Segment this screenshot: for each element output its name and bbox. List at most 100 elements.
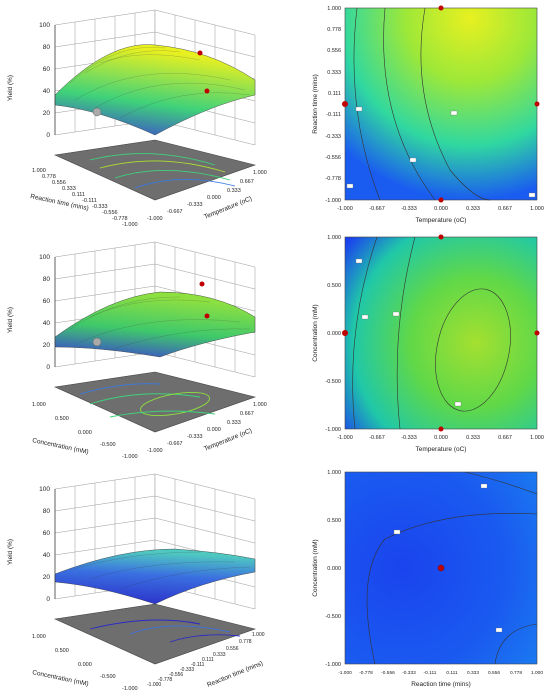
svg-text:-0.500: -0.500	[325, 614, 341, 620]
contour-plot-1: 1.000 0.778 0.556 0.333 0.111 -0.111 -0.…	[312, 5, 544, 224]
surface-2-design-point	[204, 313, 210, 319]
svg-text:0.000: 0.000	[327, 566, 341, 572]
contour-2-y-ticks: 1.000 0.500 0.000 -0.500 -1.000	[325, 235, 341, 433]
svg-text:0.333: 0.333	[227, 420, 241, 426]
svg-text:-0.500: -0.500	[100, 442, 116, 448]
svg-text:60: 60	[43, 530, 51, 537]
svg-text:-1.000: -1.000	[122, 222, 138, 228]
svg-text:0.000: 0.000	[434, 206, 448, 212]
contour-2-x-ticks: -1.000 -0.667 -0.333 0.000 0.333 0.667 1…	[337, 435, 544, 441]
contour-2-x-label: Temperature (oC)	[416, 446, 467, 453]
svg-text:-0.111: -0.111	[326, 112, 341, 118]
svg-text:0.556: 0.556	[327, 48, 341, 54]
svg-text:40: 40	[43, 320, 51, 327]
svg-text:-0.333: -0.333	[180, 667, 194, 673]
contour-2-lines	[352, 236, 511, 430]
svg-text:100: 100	[39, 22, 50, 29]
svg-text:20: 20	[43, 110, 51, 117]
surface-1-design-point	[197, 50, 203, 56]
svg-text:0.556: 0.556	[488, 670, 500, 676]
svg-text:-0.778: -0.778	[359, 670, 373, 676]
svg-text:1.000: 1.000	[327, 470, 341, 476]
surface-1-floor-contours	[89, 153, 236, 189]
surface-1-z-label: Yield (%)	[7, 75, 14, 101]
svg-text:0.500: 0.500	[327, 283, 341, 289]
svg-text:-0.111: -0.111	[424, 670, 437, 676]
svg-text:0.333: 0.333	[466, 206, 480, 212]
surface-2-y-ticks: 1.000 0.500 0.000 -0.500 -1.000	[32, 402, 138, 460]
svg-text:-1.000: -1.000	[325, 427, 341, 433]
surface-1-design-point	[204, 88, 210, 94]
surface-plot-1: 0 20 40 60 80 100 Yield (%) 1.000 0.778 …	[7, 9, 267, 228]
svg-text:-0.500: -0.500	[100, 674, 116, 680]
svg-text:-0.667: -0.667	[369, 435, 385, 441]
svg-text:-0.111: -0.111	[191, 662, 205, 668]
contour-3-design-point	[437, 564, 445, 572]
surface-2-x-ticks: -1.000 -0.667 -0.333 0.000 0.333 0.667 1…	[147, 402, 267, 454]
svg-text:0.111: 0.111	[72, 192, 85, 198]
surface-2-z-label: Yield (%)	[7, 307, 14, 333]
svg-text:1.000: 1.000	[327, 6, 341, 12]
surface-1-x-ticks: -1.000 -0.667 -0.333 0.000 0.333 0.667 1…	[147, 170, 267, 222]
contour-2-design-points	[342, 234, 540, 432]
svg-text:0.500: 0.500	[55, 416, 69, 422]
svg-text:0.667: 0.667	[240, 411, 254, 417]
surface-1-design-point	[92, 107, 102, 117]
surface-2-floor	[53, 371, 257, 433]
surface-2-design-point	[92, 337, 102, 347]
surface-2-floor-contours	[79, 383, 216, 418]
svg-text:0.111: 0.111	[202, 657, 214, 663]
contour-1-design-points	[342, 5, 540, 203]
svg-text:1.000: 1.000	[32, 168, 46, 174]
svg-text:-0.667: -0.667	[369, 206, 385, 212]
contour-3-x-ticks: -1.000 -0.778 -0.556 -0.333 -0.111 0.111…	[338, 670, 543, 676]
surface-plot-3: 0 20 40 60 80 100 Yield (%) 1.000 0.500 …	[7, 473, 265, 692]
contour-2-labels	[355, 258, 462, 407]
svg-text:-1.000: -1.000	[147, 682, 161, 688]
svg-text:-0.667: -0.667	[167, 209, 183, 215]
contour-1-x-label: Temperature (oC)	[416, 217, 467, 224]
svg-text:0.333: 0.333	[466, 435, 480, 441]
svg-text:0.000: 0.000	[207, 195, 221, 201]
svg-text:0.667: 0.667	[240, 179, 254, 185]
svg-text:0.333: 0.333	[213, 652, 226, 658]
svg-text:60: 60	[43, 66, 51, 73]
svg-text:-0.333: -0.333	[187, 434, 203, 440]
svg-text:0.000: 0.000	[434, 435, 448, 441]
contour-plot-3: 1.000 0.500 0.000 -0.500 -1.000 -1.000 -…	[312, 470, 543, 688]
svg-text:-0.333: -0.333	[187, 202, 203, 208]
svg-text:-0.333: -0.333	[402, 670, 416, 676]
contour-1-labels	[346, 106, 536, 198]
svg-text:-1.000: -1.000	[147, 448, 163, 454]
contour-1-y-label: Reaction time (mins)	[312, 74, 319, 134]
svg-text:0.333: 0.333	[227, 188, 241, 194]
surface-3-z-label: Yield (%)	[7, 539, 14, 565]
contour-1-y-ticks: 1.000 0.778 0.556 0.333 0.111 -0.111 -0.…	[325, 6, 341, 204]
svg-text:0.778: 0.778	[327, 27, 341, 33]
svg-text:80: 80	[43, 508, 51, 515]
svg-text:-0.556: -0.556	[325, 155, 341, 161]
svg-text:0.556: 0.556	[52, 180, 66, 186]
svg-text:-0.556: -0.556	[169, 672, 183, 678]
svg-text:80: 80	[43, 44, 51, 51]
svg-text:-1.000: -1.000	[147, 216, 163, 222]
surface-plot-2: 0 20 40 60 80 100 Yield (%) 1.000 0.500 …	[7, 241, 267, 460]
surface-2-y-label: Concentration (mM)	[32, 437, 90, 456]
svg-text:0.556: 0.556	[226, 646, 239, 652]
svg-text:100: 100	[39, 486, 50, 493]
surface-3-floor	[53, 603, 257, 665]
svg-text:1.000: 1.000	[32, 402, 46, 408]
contour-3-lines	[366, 471, 538, 665]
svg-text:-1.000: -1.000	[338, 670, 352, 676]
svg-text:-0.333: -0.333	[401, 435, 417, 441]
svg-text:0: 0	[46, 596, 50, 603]
surface-2-z-ticks: 0 20 40 60 80 100	[39, 254, 50, 371]
svg-text:0.333: 0.333	[62, 186, 76, 192]
svg-text:1.000: 1.000	[253, 402, 267, 408]
svg-text:0.000: 0.000	[78, 430, 92, 436]
svg-text:-0.778: -0.778	[112, 216, 128, 222]
svg-text:80: 80	[43, 276, 51, 283]
svg-text:0: 0	[46, 132, 50, 139]
contour-1-x-ticks: -1.000 -0.667 -0.333 0.000 0.333 0.667 1…	[337, 206, 544, 212]
svg-text:1.000: 1.000	[252, 632, 265, 638]
